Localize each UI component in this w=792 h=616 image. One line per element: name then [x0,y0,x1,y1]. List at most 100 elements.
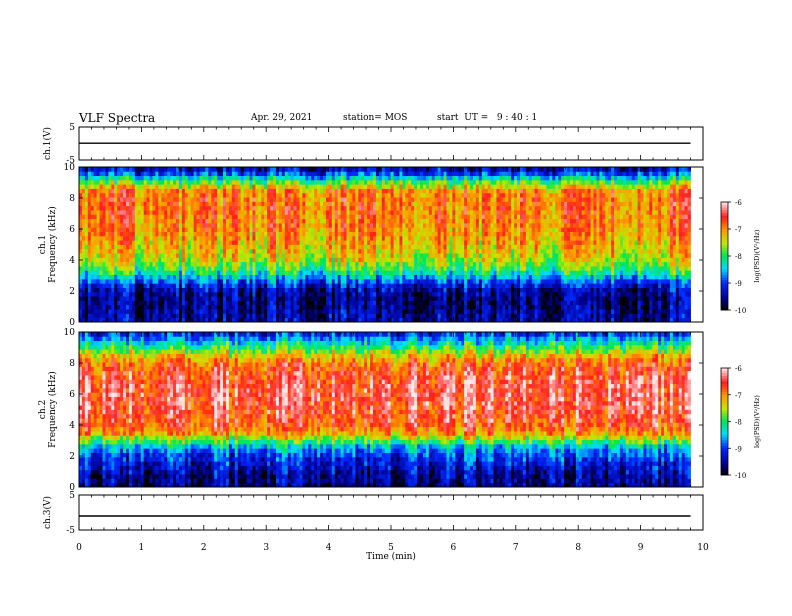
spectrogram-cell [240,214,245,220]
spectrogram-cell [105,231,109,237]
spectrogram-cell [255,235,259,241]
spectrogram-cell [408,266,412,271]
spectrogram-cell [387,227,392,232]
spectrogram-cell [273,171,277,177]
spectrogram-cell [440,291,444,297]
spectrogram-cell [467,317,471,323]
spectrogram-cell [228,167,233,172]
spectrogram-cell [258,261,262,267]
spectrogram-cell [405,317,409,323]
spectrogram-cell [440,171,444,177]
spectrogram-cell [364,214,368,220]
spectrogram-cell [149,287,153,293]
spectrogram-cell [472,227,477,232]
spectrogram-cell [287,235,292,241]
spectrogram-cell [226,309,230,314]
spectrogram-cell [143,184,148,189]
spectrogram-cell [464,210,468,215]
spectrogram-cell [79,300,83,306]
spectrogram-cell [452,317,456,323]
spectrogram-cell [202,309,206,314]
spectrogram-cell [343,257,347,263]
spectrogram-cell [390,257,394,263]
spectrogram-cell [314,205,318,211]
spectrogram-cell [325,197,330,202]
spectrogram-cell [111,300,115,306]
spectrogram-cell [384,278,389,284]
spectrogram-cell [364,205,368,211]
spectrogram-cell [443,175,447,181]
spectrogram-cell [258,197,262,202]
spectrogram-cell [328,266,333,271]
spectrogram-cell [196,231,200,237]
spectrogram-cell [152,270,156,276]
spectrogram-cell [234,309,239,314]
spectrogram-cell [87,188,92,194]
spectrogram-cell [299,218,303,224]
spectrogram-cell [173,240,177,245]
spectrogram-cell [390,179,394,185]
spectrogram-cell [425,197,430,202]
spectrogram-cell [267,283,271,288]
spectrogram-cell [152,274,156,280]
spectrogram-cell [211,261,215,267]
spectrogram-cell [249,214,253,220]
spectrogram-cell [228,188,233,194]
spectrogram-cell [355,214,359,220]
spectrogram-cell [223,304,227,310]
spectrogram-cell [264,184,268,189]
spectrogram-cell [387,167,392,172]
spectrogram-cell [358,274,362,280]
spectrogram-cell [184,261,189,267]
spectrogram-cell [461,261,465,267]
spectrogram-cell [228,274,233,280]
spectrogram-cell [231,201,236,207]
spectrogram-cell [193,171,197,177]
spectrogram-cell [155,222,159,228]
spectrogram-cell [414,261,418,267]
spectrogram-cell [178,205,183,211]
spectrogram-cell [381,261,386,267]
spectrogram-cell [164,244,168,250]
spectrogram-cell [381,270,386,276]
spectrogram-cell [437,253,442,258]
spectrogram-cell [284,270,289,276]
spectrogram-cell [337,171,342,177]
spectrogram-cell [158,201,162,207]
spectrogram-cell [193,244,197,250]
spectrogram-cell [234,218,239,224]
spectrogram-cell [461,313,465,319]
spectrogram-cell [90,240,95,245]
spectrogram-cell [193,240,197,245]
spectrogram-cell [470,240,474,245]
spectrogram-cell [417,210,421,215]
spectrogram-cell [128,227,133,232]
spectrogram-cell [302,266,306,271]
spectrogram-cell [261,304,265,310]
spectrogram-cell [428,235,433,241]
spectrogram-cell [323,261,327,267]
spectrogram-cell [231,184,236,189]
spectrogram-cell [384,214,389,220]
spectrogram-cell [449,210,453,215]
spectrogram-cell [373,197,377,202]
spectrogram-cell [317,261,321,267]
spectrogram-cell [290,231,295,237]
spectrogram-cell [361,210,365,215]
spectrogram-cell [290,222,295,228]
spectrogram-cell [87,214,92,220]
spectrogram-cell [111,309,115,314]
spectrogram-cell [314,278,318,284]
spectrogram-cell [449,192,453,198]
spectrogram-cell [281,235,286,241]
spectrogram-cell [399,171,403,177]
spectrogram-cell [255,218,259,224]
spectrogram-cell [370,270,374,276]
spectrogram-cell [270,291,274,297]
spectrogram-cell [278,210,283,215]
spectrogram-cell [284,192,289,198]
spectrogram-cell [422,184,427,189]
spectrogram-cell [284,296,289,301]
spectrogram-cell [317,197,321,202]
spectrogram-cell [214,283,218,288]
